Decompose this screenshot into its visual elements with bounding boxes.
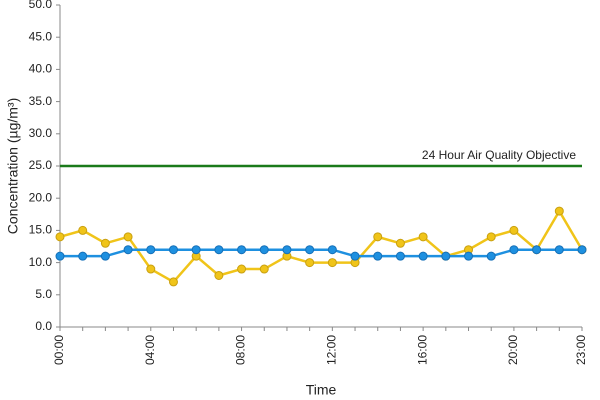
y-tick-label: 30.0 <box>29 126 53 140</box>
x-tick-label: 16:00 <box>415 335 429 365</box>
y-tick-label: 10.0 <box>29 255 53 269</box>
reference-label: 24 Hour Air Quality Objective <box>422 148 576 162</box>
data-point <box>214 270 224 280</box>
y-tick-label: 15.0 <box>29 223 53 237</box>
data-point <box>146 245 156 255</box>
data-point <box>123 232 133 242</box>
data-point <box>486 232 496 242</box>
data-point <box>350 251 360 261</box>
y-tick-label: 25.0 <box>29 158 53 172</box>
x-tick-label: 08:00 <box>234 335 248 365</box>
data-point <box>395 238 405 248</box>
data-point <box>441 251 451 261</box>
data-point <box>509 245 519 255</box>
data-point <box>554 206 564 216</box>
x-axis-title: Time <box>306 382 337 398</box>
x-tick-label: 23:00 <box>574 335 588 365</box>
data-point <box>259 264 269 274</box>
x-tick-label: 12:00 <box>325 335 339 365</box>
y-tick-label: 40.0 <box>29 62 53 76</box>
data-point <box>305 258 315 268</box>
y-tick-label: 50.0 <box>29 0 53 11</box>
data-point <box>123 245 133 255</box>
data-point <box>464 251 474 261</box>
y-axis-title: Concentration (µg/m³) <box>5 98 21 234</box>
data-point <box>168 277 178 287</box>
data-point <box>146 264 156 274</box>
data-point <box>577 245 587 255</box>
data-point <box>509 225 519 235</box>
data-point <box>100 238 110 248</box>
data-point <box>486 251 496 261</box>
data-point <box>55 251 65 261</box>
data-point <box>214 245 224 255</box>
data-point <box>168 245 178 255</box>
data-point <box>327 258 337 268</box>
data-point <box>532 245 542 255</box>
data-point <box>78 251 88 261</box>
data-point <box>418 251 428 261</box>
data-point <box>259 245 269 255</box>
x-tick-label: 00:00 <box>52 335 66 365</box>
data-point <box>554 245 564 255</box>
x-tick-label: 04:00 <box>143 335 157 365</box>
data-point <box>327 245 337 255</box>
data-point <box>418 232 428 242</box>
y-tick-label: 20.0 <box>29 190 53 204</box>
y-tick-label: 35.0 <box>29 94 53 108</box>
series-line <box>59 208 584 284</box>
data-point <box>55 232 65 242</box>
y-tick-label: 5.0 <box>35 287 52 301</box>
data-point <box>373 232 383 242</box>
y-tick-label: 45.0 <box>29 29 53 43</box>
data-point <box>305 245 315 255</box>
data-point <box>282 245 292 255</box>
y-tick-label: 0.0 <box>35 319 52 333</box>
data-point <box>237 245 247 255</box>
data-point <box>191 245 201 255</box>
data-point <box>100 251 110 261</box>
x-tick-label: 20:00 <box>506 335 520 365</box>
data-point <box>395 251 405 261</box>
data-point <box>373 251 383 261</box>
data-point <box>237 264 247 274</box>
data-point <box>78 225 88 235</box>
